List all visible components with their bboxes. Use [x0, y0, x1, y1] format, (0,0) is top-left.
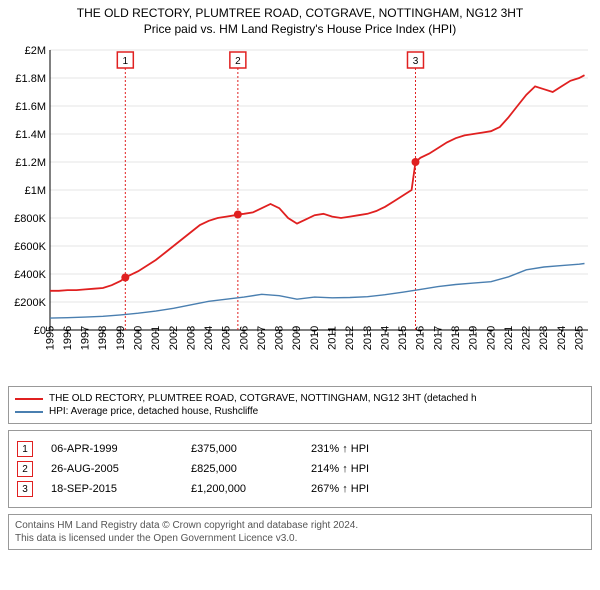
svg-text:2019: 2019	[468, 326, 480, 350]
svg-text:2001: 2001	[150, 326, 162, 350]
svg-text:£800K: £800K	[14, 213, 46, 225]
chart-container: THE OLD RECTORY, PLUMTREE ROAD, COTGRAVE…	[0, 0, 600, 556]
svg-text:2005: 2005	[221, 326, 233, 350]
svg-text:2014: 2014	[379, 326, 391, 350]
line-chart-svg: £0£200K£400K£600K£800K£1M£1.2M£1.4M£1.6M…	[8, 40, 592, 380]
legend-label: HPI: Average price, detached house, Rush…	[49, 406, 258, 417]
svg-text:2022: 2022	[521, 326, 533, 350]
svg-text:£1M: £1M	[25, 185, 46, 197]
svg-text:3: 3	[413, 56, 419, 67]
svg-text:£2M: £2M	[25, 45, 46, 57]
title-block: THE OLD RECTORY, PLUMTREE ROAD, COTGRAVE…	[8, 6, 592, 36]
attribution-footer: Contains HM Land Registry data © Crown c…	[8, 514, 592, 550]
sale-price: £1,200,000	[191, 483, 311, 495]
sale-row: 1 06-APR-1999£375,000231% ↑ HPI	[17, 441, 583, 457]
chart-title-address: THE OLD RECTORY, PLUMTREE ROAD, COTGRAVE…	[8, 6, 592, 20]
footer-line-2: This data is licensed under the Open Gov…	[15, 532, 585, 545]
sale-date: 26-AUG-2005	[51, 463, 191, 475]
svg-text:2024: 2024	[556, 326, 568, 350]
svg-text:2002: 2002	[168, 326, 180, 350]
sale-date: 18-SEP-2015	[51, 483, 191, 495]
chart-subtitle: Price paid vs. HM Land Registry's House …	[8, 22, 592, 36]
sale-date: 06-APR-1999	[51, 443, 191, 455]
sale-row: 2 26-AUG-2005£825,000214% ↑ HPI	[17, 461, 583, 477]
svg-text:2021: 2021	[503, 326, 515, 350]
legend-item: HPI: Average price, detached house, Rush…	[15, 406, 585, 417]
legend-label: THE OLD RECTORY, PLUMTREE ROAD, COTGRAVE…	[49, 393, 477, 404]
svg-text:2016: 2016	[415, 326, 427, 350]
legend: THE OLD RECTORY, PLUMTREE ROAD, COTGRAVE…	[8, 386, 592, 424]
svg-text:£1.6M: £1.6M	[15, 101, 46, 113]
footer-line-1: Contains HM Land Registry data © Crown c…	[15, 519, 585, 532]
legend-swatch	[15, 398, 43, 400]
svg-text:2023: 2023	[538, 326, 550, 350]
svg-text:1: 1	[123, 56, 129, 67]
svg-text:2015: 2015	[397, 326, 409, 350]
svg-text:2004: 2004	[203, 326, 215, 350]
svg-text:1997: 1997	[80, 326, 92, 350]
sale-hpi-delta: 267% ↑ HPI	[311, 483, 431, 495]
svg-text:2: 2	[235, 56, 241, 67]
svg-text:£1.4M: £1.4M	[15, 129, 46, 141]
sale-price: £825,000	[191, 463, 311, 475]
sale-badge: 2	[17, 461, 33, 477]
sale-hpi-delta: 214% ↑ HPI	[311, 463, 431, 475]
svg-text:2012: 2012	[344, 326, 356, 350]
svg-text:2018: 2018	[450, 326, 462, 350]
svg-text:2009: 2009	[291, 326, 303, 350]
sale-row: 3 18-SEP-2015£1,200,000267% ↑ HPI	[17, 481, 583, 497]
chart-area: £0£200K£400K£600K£800K£1M£1.2M£1.4M£1.6M…	[8, 40, 592, 380]
svg-text:2008: 2008	[274, 326, 286, 350]
svg-text:1996: 1996	[62, 326, 74, 350]
svg-text:2010: 2010	[309, 326, 321, 350]
svg-text:2007: 2007	[256, 326, 268, 350]
svg-text:1998: 1998	[97, 326, 109, 350]
sale-badge: 3	[17, 481, 33, 497]
svg-text:£600K: £600K	[14, 241, 46, 253]
svg-text:2025: 2025	[573, 326, 585, 350]
svg-text:2020: 2020	[485, 326, 497, 350]
svg-text:£1.8M: £1.8M	[15, 73, 46, 85]
svg-text:£1.2M: £1.2M	[15, 157, 46, 169]
sales-table: 1 06-APR-1999£375,000231% ↑ HPI 2 26-AUG-20…	[8, 430, 592, 508]
svg-text:2006: 2006	[238, 326, 250, 350]
svg-text:2000: 2000	[132, 326, 144, 350]
legend-swatch	[15, 411, 43, 413]
svg-text:£400K: £400K	[14, 269, 46, 281]
svg-text:2017: 2017	[432, 326, 444, 350]
sale-price: £375,000	[191, 443, 311, 455]
legend-item: THE OLD RECTORY, PLUMTREE ROAD, COTGRAVE…	[15, 393, 585, 404]
sale-hpi-delta: 231% ↑ HPI	[311, 443, 431, 455]
svg-text:2013: 2013	[362, 326, 374, 350]
svg-text:2003: 2003	[185, 326, 197, 350]
sale-badge: 1	[17, 441, 33, 457]
svg-text:£200K: £200K	[14, 297, 46, 309]
